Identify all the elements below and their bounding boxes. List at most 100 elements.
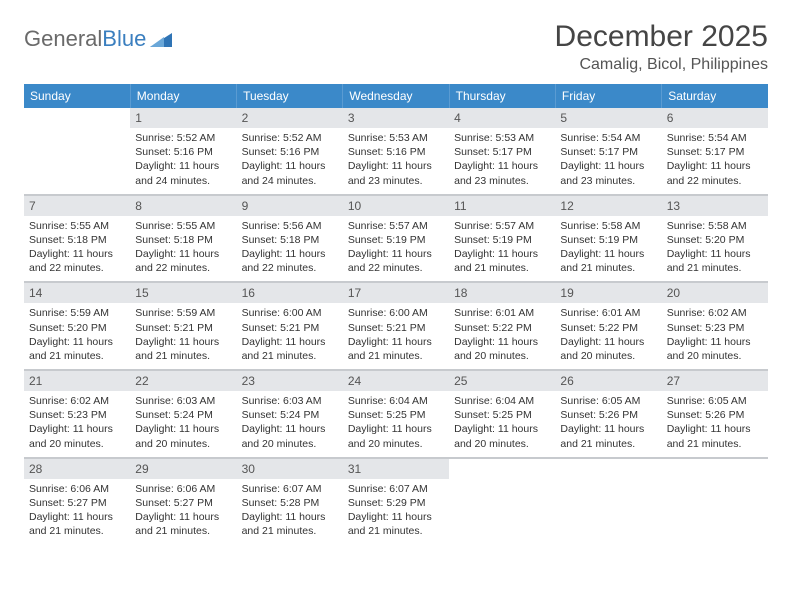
sunset-text: Sunset: 5:18 PM: [29, 233, 125, 247]
day-number: 10: [343, 196, 449, 216]
day-number: 13: [662, 196, 768, 216]
sunrise-text: Sunrise: 5:53 AM: [454, 131, 550, 145]
sunrise-text: Sunrise: 6:04 AM: [454, 394, 550, 408]
day-details: Sunrise: 5:55 AMSunset: 5:18 PMDaylight:…: [130, 216, 236, 282]
calendar-cell: 31Sunrise: 6:07 AMSunset: 5:29 PMDayligh…: [343, 458, 449, 545]
sunrise-text: Sunrise: 6:06 AM: [29, 482, 125, 496]
sunrise-text: Sunrise: 6:07 AM: [242, 482, 338, 496]
sunrise-text: Sunrise: 5:52 AM: [242, 131, 338, 145]
day-details: Sunrise: 5:58 AMSunset: 5:19 PMDaylight:…: [555, 216, 661, 282]
dow-monday: Monday: [130, 84, 236, 108]
calendar-cell: 24Sunrise: 6:04 AMSunset: 5:25 PMDayligh…: [343, 370, 449, 458]
sunrise-text: Sunrise: 5:57 AM: [454, 219, 550, 233]
daylight-text: Daylight: 11 hours and 21 minutes.: [29, 510, 125, 538]
day-details: Sunrise: 6:02 AMSunset: 5:23 PMDaylight:…: [24, 391, 130, 457]
day-number: 27: [662, 371, 768, 391]
day-details: Sunrise: 5:57 AMSunset: 5:19 PMDaylight:…: [449, 216, 555, 282]
sunrise-text: Sunrise: 5:55 AM: [29, 219, 125, 233]
sunrise-text: Sunrise: 6:03 AM: [135, 394, 231, 408]
day-details: Sunrise: 5:54 AMSunset: 5:17 PMDaylight:…: [555, 128, 661, 194]
calendar-cell: 11Sunrise: 5:57 AMSunset: 5:19 PMDayligh…: [449, 195, 555, 283]
day-details: Sunrise: 6:00 AMSunset: 5:21 PMDaylight:…: [237, 303, 343, 369]
sunrise-text: Sunrise: 6:06 AM: [135, 482, 231, 496]
sunrise-text: Sunrise: 6:00 AM: [242, 306, 338, 320]
sunset-text: Sunset: 5:26 PM: [560, 408, 656, 422]
sunset-text: Sunset: 5:27 PM: [29, 496, 125, 510]
calendar-cell: 23Sunrise: 6:03 AMSunset: 5:24 PMDayligh…: [237, 370, 343, 458]
logo-triangle-icon: [150, 31, 172, 47]
location-subtitle: Camalig, Bicol, Philippines: [555, 56, 768, 74]
day-number: 23: [237, 371, 343, 391]
day-details: Sunrise: 6:06 AMSunset: 5:27 PMDaylight:…: [24, 479, 130, 545]
day-number: 9: [237, 196, 343, 216]
logo: GeneralBlue: [24, 20, 172, 52]
daylight-text: Daylight: 11 hours and 20 minutes.: [348, 422, 444, 450]
calendar-cell: [662, 458, 768, 545]
day-number: 15: [130, 283, 236, 303]
day-number: 31: [343, 459, 449, 479]
daylight-text: Daylight: 11 hours and 21 minutes.: [560, 247, 656, 275]
daylight-text: Daylight: 11 hours and 21 minutes.: [135, 510, 231, 538]
calendar-cell: 2Sunrise: 5:52 AMSunset: 5:16 PMDaylight…: [237, 108, 343, 195]
daylight-text: Daylight: 11 hours and 21 minutes.: [348, 510, 444, 538]
sunset-text: Sunset: 5:18 PM: [135, 233, 231, 247]
calendar-cell: 12Sunrise: 5:58 AMSunset: 5:19 PMDayligh…: [555, 195, 661, 283]
sunset-text: Sunset: 5:22 PM: [454, 321, 550, 335]
day-number: 24: [343, 371, 449, 391]
calendar-cell: 30Sunrise: 6:07 AMSunset: 5:28 PMDayligh…: [237, 458, 343, 545]
sunset-text: Sunset: 5:26 PM: [667, 408, 763, 422]
day-details: Sunrise: 5:55 AMSunset: 5:18 PMDaylight:…: [24, 216, 130, 282]
daylight-text: Daylight: 11 hours and 22 minutes.: [348, 247, 444, 275]
dow-saturday: Saturday: [662, 84, 768, 108]
calendar-cell: 3Sunrise: 5:53 AMSunset: 5:16 PMDaylight…: [343, 108, 449, 195]
daylight-text: Daylight: 11 hours and 21 minutes.: [454, 247, 550, 275]
day-number: 7: [24, 196, 130, 216]
day-number: 18: [449, 283, 555, 303]
day-details: Sunrise: 6:06 AMSunset: 5:27 PMDaylight:…: [130, 479, 236, 545]
calendar-week-row: 28Sunrise: 6:06 AMSunset: 5:27 PMDayligh…: [24, 458, 768, 545]
day-number: 16: [237, 283, 343, 303]
daylight-text: Daylight: 11 hours and 23 minutes.: [348, 159, 444, 187]
day-details: Sunrise: 5:53 AMSunset: 5:17 PMDaylight:…: [449, 128, 555, 194]
daylight-text: Daylight: 11 hours and 21 minutes.: [667, 422, 763, 450]
calendar-page: GeneralBlue December 2025 Camalig, Bicol…: [0, 0, 792, 564]
sunset-text: Sunset: 5:16 PM: [348, 145, 444, 159]
dow-sunday: Sunday: [24, 84, 130, 108]
calendar-cell: 27Sunrise: 6:05 AMSunset: 5:26 PMDayligh…: [662, 370, 768, 458]
sunrise-text: Sunrise: 6:01 AM: [454, 306, 550, 320]
calendar-cell: 6Sunrise: 5:54 AMSunset: 5:17 PMDaylight…: [662, 108, 768, 195]
sunset-text: Sunset: 5:17 PM: [454, 145, 550, 159]
day-details: Sunrise: 5:59 AMSunset: 5:20 PMDaylight:…: [24, 303, 130, 369]
day-details: Sunrise: 6:02 AMSunset: 5:23 PMDaylight:…: [662, 303, 768, 369]
day-number: 29: [130, 459, 236, 479]
day-details: Sunrise: 6:00 AMSunset: 5:21 PMDaylight:…: [343, 303, 449, 369]
sunset-text: Sunset: 5:19 PM: [348, 233, 444, 247]
calendar-cell: 7Sunrise: 5:55 AMSunset: 5:18 PMDaylight…: [24, 195, 130, 283]
sunrise-text: Sunrise: 5:52 AM: [135, 131, 231, 145]
day-number: 2: [237, 108, 343, 128]
day-number: 28: [24, 459, 130, 479]
calendar-cell: 13Sunrise: 5:58 AMSunset: 5:20 PMDayligh…: [662, 195, 768, 283]
sunrise-text: Sunrise: 5:54 AM: [560, 131, 656, 145]
day-number: 12: [555, 196, 661, 216]
dow-wednesday: Wednesday: [343, 84, 449, 108]
daylight-text: Daylight: 11 hours and 24 minutes.: [242, 159, 338, 187]
sunset-text: Sunset: 5:16 PM: [135, 145, 231, 159]
sunset-text: Sunset: 5:19 PM: [560, 233, 656, 247]
calendar-cell: 1Sunrise: 5:52 AMSunset: 5:16 PMDaylight…: [130, 108, 236, 195]
month-title: December 2025: [555, 20, 768, 54]
calendar-cell: 26Sunrise: 6:05 AMSunset: 5:26 PMDayligh…: [555, 370, 661, 458]
logo-text-2: Blue: [102, 26, 146, 52]
sunrise-text: Sunrise: 5:58 AM: [667, 219, 763, 233]
daylight-text: Daylight: 11 hours and 20 minutes.: [560, 335, 656, 363]
sunset-text: Sunset: 5:24 PM: [135, 408, 231, 422]
calendar-cell: 21Sunrise: 6:02 AMSunset: 5:23 PMDayligh…: [24, 370, 130, 458]
sunrise-text: Sunrise: 5:57 AM: [348, 219, 444, 233]
daylight-text: Daylight: 11 hours and 20 minutes.: [29, 422, 125, 450]
day-number: 8: [130, 196, 236, 216]
day-details: Sunrise: 5:58 AMSunset: 5:20 PMDaylight:…: [662, 216, 768, 282]
sunrise-text: Sunrise: 6:04 AM: [348, 394, 444, 408]
sunset-text: Sunset: 5:21 PM: [135, 321, 231, 335]
sunrise-text: Sunrise: 5:59 AM: [29, 306, 125, 320]
dow-friday: Friday: [555, 84, 661, 108]
